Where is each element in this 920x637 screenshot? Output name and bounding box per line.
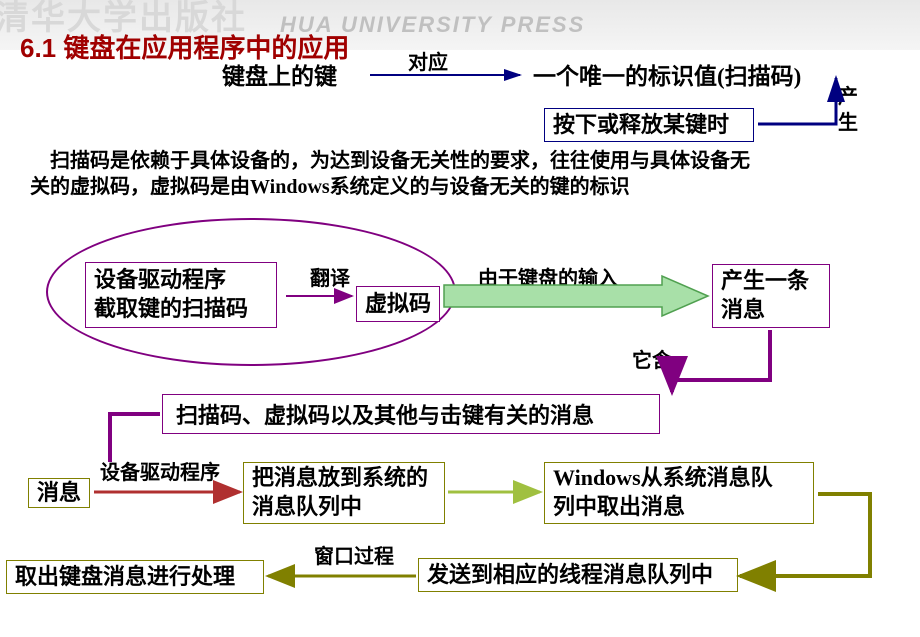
label-unique-id: 一个唯一的标识值(扫描码) xyxy=(533,62,801,92)
label-it-contains: 它含 xyxy=(632,348,672,374)
box-take-keyboard: 取出键盘消息进行处理 xyxy=(6,560,264,594)
box-message: 消息 xyxy=(28,478,90,508)
box-produce-msg: 产生一条 消息 xyxy=(712,264,830,328)
label-keys-on-keyboard: 键盘上的键 xyxy=(222,62,337,92)
box-put-queue: 把消息放到系统的 消息队列中 xyxy=(243,462,445,524)
box-press-release: 按下或释放某键时 xyxy=(544,108,754,142)
section-title: 6.1 键盘在应用程序中的应用 xyxy=(20,28,349,65)
box-driver-scan: 设备驱动程序 截取键的扫描码 xyxy=(85,262,277,328)
label-driver-program: 设备驱动程序 xyxy=(100,460,220,486)
label-window-proc: 窗口过程 xyxy=(314,544,394,570)
box-send-thread: 发送到相应的线程消息队列中 xyxy=(418,558,738,592)
box-win-take: Windows从系统消息队 列中取出消息 xyxy=(544,462,814,524)
label-due-input: 由于键盘的输入 xyxy=(478,266,618,292)
paragraph-scan-code: 扫描码是依赖于具体设备的，为达到设备无关性的要求，往往使用与具体设备无 关的虚拟… xyxy=(30,148,750,200)
label-produce: 产 生 xyxy=(838,84,858,136)
label-correspond: 对应 xyxy=(408,50,448,76)
box-scan-container xyxy=(162,394,660,434)
box-virtual-code: 虚拟码 xyxy=(356,286,440,322)
